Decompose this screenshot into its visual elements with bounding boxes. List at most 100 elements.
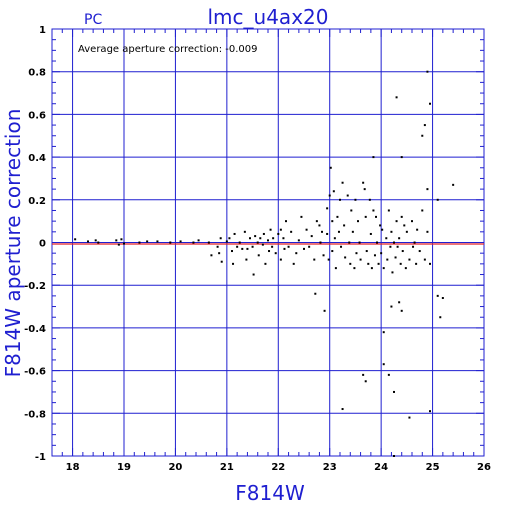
- data-point: [429, 262, 431, 265]
- data-point: [441, 297, 444, 300]
- data-point: [256, 241, 259, 244]
- data-point: [228, 237, 231, 240]
- data-point: [216, 245, 219, 248]
- data-point: [169, 241, 172, 244]
- data-point: [74, 238, 77, 241]
- y-tick-label: -1: [35, 452, 46, 463]
- data-point: [225, 240, 228, 243]
- data-point: [411, 220, 413, 223]
- data-point: [218, 252, 221, 255]
- data-point: [426, 188, 429, 191]
- data-point: [403, 224, 406, 227]
- data-point: [344, 256, 347, 259]
- data-point: [436, 198, 439, 201]
- data-point: [246, 247, 249, 250]
- data-point: [346, 194, 349, 197]
- data-point: [332, 190, 335, 193]
- data-point: [210, 254, 213, 257]
- data-point: [408, 258, 411, 261]
- data-point: [355, 252, 358, 255]
- data-point: [321, 230, 323, 233]
- data-point: [423, 124, 426, 127]
- data-point: [232, 262, 235, 265]
- data-point: [398, 301, 401, 304]
- data-point: [138, 241, 141, 244]
- data-point: [341, 181, 344, 184]
- data-point: [426, 70, 429, 73]
- data-point: [343, 224, 346, 227]
- data-point: [375, 215, 377, 218]
- data-point: [400, 309, 403, 312]
- x-tick-label: 18: [66, 462, 80, 473]
- data-point: [308, 245, 311, 248]
- data-point: [259, 237, 262, 240]
- data-point: [245, 258, 248, 261]
- data-point: [364, 380, 367, 383]
- data-point: [405, 230, 408, 233]
- data-point: [400, 156, 403, 159]
- data-point: [439, 316, 442, 319]
- y-tick-label: 1: [39, 25, 46, 36]
- data-point: [358, 241, 361, 244]
- data-point: [220, 260, 223, 263]
- data-point: [365, 250, 368, 253]
- data-point: [351, 230, 354, 233]
- data-point: [295, 252, 298, 255]
- data-point: [120, 238, 123, 241]
- data-point: [349, 262, 352, 265]
- data-point: [390, 230, 393, 233]
- corner-label: PC: [84, 12, 102, 28]
- x-axis-label: F814W: [235, 481, 305, 505]
- y-tick-label: 0.6: [28, 110, 46, 121]
- data-point: [416, 228, 419, 231]
- data-point: [390, 305, 393, 308]
- data-point: [197, 239, 200, 242]
- data-point: [282, 237, 285, 240]
- data-point: [404, 267, 407, 270]
- data-point: [429, 102, 431, 105]
- data-point: [350, 209, 353, 212]
- data-point: [272, 237, 275, 240]
- data-point: [400, 215, 403, 218]
- data-point: [429, 410, 431, 413]
- data-point: [368, 198, 371, 201]
- y-tick-label: 0: [39, 239, 46, 250]
- data-point: [279, 258, 282, 261]
- data-point: [389, 245, 392, 248]
- y-tick-label: -0.2: [24, 281, 46, 292]
- data-point: [327, 258, 330, 261]
- y-tick-label: -0.8: [24, 409, 46, 420]
- x-tick-label: 19: [117, 462, 131, 473]
- data-point: [257, 254, 260, 257]
- data-point: [146, 240, 149, 243]
- data-point: [277, 232, 280, 235]
- data-point: [331, 220, 334, 223]
- data-point: [179, 240, 182, 243]
- x-tick-label: 22: [271, 462, 285, 473]
- data-point: [87, 240, 89, 243]
- data-point: [115, 239, 118, 242]
- data-point: [364, 215, 367, 218]
- data-point: [292, 262, 295, 265]
- data-point: [354, 198, 357, 201]
- data-point: [262, 232, 265, 235]
- data-point: [359, 258, 362, 261]
- data-point: [249, 237, 251, 240]
- data-point: [254, 235, 257, 238]
- data-point: [382, 363, 385, 366]
- data-point: [264, 262, 267, 265]
- data-point: [117, 243, 120, 246]
- y-tick-label: -0.6: [24, 367, 46, 378]
- data-point: [348, 241, 351, 244]
- data-point: [231, 250, 233, 253]
- x-tick-label: 25: [426, 462, 440, 473]
- data-point: [233, 232, 236, 235]
- data-point: [207, 241, 210, 244]
- data-point: [393, 241, 395, 244]
- x-tick-label: 23: [323, 462, 337, 473]
- data-point: [156, 240, 159, 243]
- data-point: [300, 215, 303, 218]
- data-point: [385, 237, 388, 240]
- data-point: [401, 250, 404, 253]
